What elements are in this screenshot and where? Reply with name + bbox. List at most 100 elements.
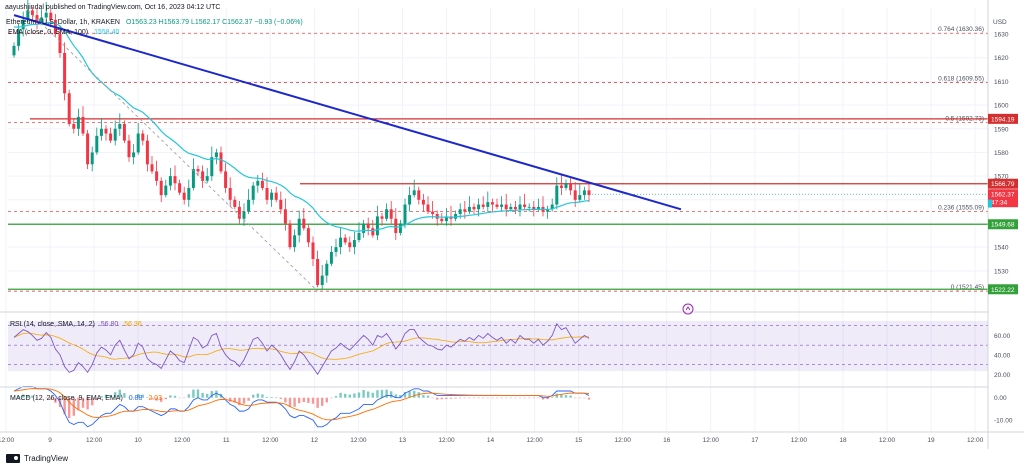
candle-body [159, 180, 163, 196]
time-tick-label: 14 [487, 437, 495, 444]
candle-body [196, 169, 200, 172]
macd-legend-label: MACD (12, 26, close, 9, EMA, EMA) [10, 395, 123, 402]
candle-body [472, 206, 476, 210]
candle-body [76, 116, 80, 129]
candle-body [371, 228, 375, 236]
macd-histogram-bar [528, 397, 531, 399]
time-tick-label: 9 [48, 437, 52, 444]
candle-body [104, 128, 108, 134]
macd-histogram-bar [440, 397, 443, 400]
rsi-legend-value: 56.80 [100, 321, 119, 328]
macd-histogram-bar [431, 397, 434, 399]
macd-histogram-bar [12, 397, 16, 399]
candle-body [431, 211, 435, 215]
candle-body [458, 209, 462, 215]
candle-body [145, 140, 149, 165]
candle-body [375, 216, 379, 236]
macd-histogram-bar [210, 391, 213, 398]
macd-histogram-bar [81, 397, 85, 408]
ema-legend-value: 1558.40 [94, 29, 120, 36]
price-tick-label: 1530 [994, 268, 1009, 275]
time-tick-label: 15 [575, 437, 583, 444]
macd-histogram-bar [141, 394, 144, 398]
macd-histogram-bar [371, 392, 374, 398]
macd-histogram-bar [298, 397, 301, 404]
candle-body [513, 206, 517, 210]
candle-body [467, 206, 471, 212]
time-tick-label: 19 [927, 437, 935, 444]
macd-histogram-bar [587, 397, 591, 400]
macd-histogram-bar [380, 389, 384, 398]
candle-body [228, 187, 232, 200]
candle-body [44, 12, 48, 18]
time-tick-label: 12:00 [703, 437, 720, 444]
candle-body [366, 223, 370, 229]
candle-body [58, 34, 62, 53]
candle-body [265, 187, 269, 200]
candle-body [201, 171, 205, 181]
candle-body [578, 195, 582, 200]
macd-histogram-bar [206, 393, 209, 398]
macd-histogram-bar [150, 397, 154, 400]
candle-body [49, 12, 53, 20]
macd-histogram-bar [307, 397, 310, 403]
macd-histogram-bar [45, 397, 48, 399]
candle-body [555, 185, 559, 205]
macd-histogram-bar [284, 397, 287, 403]
axes-layer: 1630162016101600159015801570156015501540… [0, 32, 1018, 444]
ema-legend[interactable]: EMA (close, 0, SMA, 100) 1558.40 [8, 29, 119, 36]
candle-body [536, 206, 540, 210]
last-price-badge [988, 189, 1018, 208]
macd-histogram-bar [532, 397, 535, 399]
candle-body [550, 204, 554, 210]
macd-histogram-bar [63, 397, 66, 415]
macd-histogram-bar [348, 394, 351, 398]
candle-body [311, 242, 315, 260]
macd-histogram-bar [422, 395, 425, 398]
macd-histogram-bar [183, 397, 186, 399]
price-tick-label: 1600 [994, 103, 1009, 110]
rsi-layer [8, 322, 988, 376]
macd-tick-label: -10.00 [994, 418, 1013, 425]
macd-histogram-bar [160, 397, 163, 402]
macd-histogram-bar [486, 397, 489, 399]
candle-body [270, 192, 274, 200]
macd-histogram-bar [95, 397, 98, 401]
time-tick-label: 12 [311, 437, 319, 444]
macd-histogram-bar [339, 392, 342, 398]
candle-body [260, 180, 264, 188]
macd-histogram-bar [482, 397, 485, 399]
macd-histogram-bar [509, 397, 512, 399]
candle-body [477, 204, 481, 210]
macd-histogram-bar [560, 394, 563, 398]
candle-body [421, 199, 425, 205]
overlays-layer [13, 10, 988, 292]
candle-body [569, 183, 573, 191]
candle-body [118, 124, 122, 129]
alert-icon[interactable] [682, 303, 694, 315]
candle-body [398, 223, 402, 233]
macd-histogram-bar [403, 391, 407, 398]
macd-histogram-bar [325, 397, 328, 403]
time-tick-label: 12:00 [86, 437, 103, 444]
brand-name[interactable]: TradingView [24, 454, 69, 463]
macd-histogram-bar [376, 390, 379, 398]
candle-body [283, 209, 287, 224]
candle-body [463, 209, 467, 212]
candle-body [122, 124, 126, 141]
macd-histogram-bar [330, 397, 333, 399]
candle-body [17, 29, 21, 46]
macd-histogram-bar [187, 394, 190, 398]
macd-histogram-bar [256, 393, 259, 398]
candle-body [559, 185, 563, 188]
candle-body [412, 190, 416, 196]
macd-legend[interactable]: MACD (12, 26, close, 9, EMA, EMA) 0.88 2… [10, 395, 162, 402]
fib-label: 0.236 (1555.09) [938, 204, 984, 211]
candle-body [164, 185, 168, 196]
candle-body [518, 204, 522, 210]
fib-label: 0.618 (1609.55) [938, 75, 984, 82]
candle-body [150, 164, 154, 172]
rsi-legend[interactable]: RSI (14, close, SMA, 14, 2) 56.80 56.36 [10, 321, 142, 328]
symbol-name[interactable]: Ethereum / U.S. Dollar, 1h, KRAKEN [6, 19, 120, 26]
